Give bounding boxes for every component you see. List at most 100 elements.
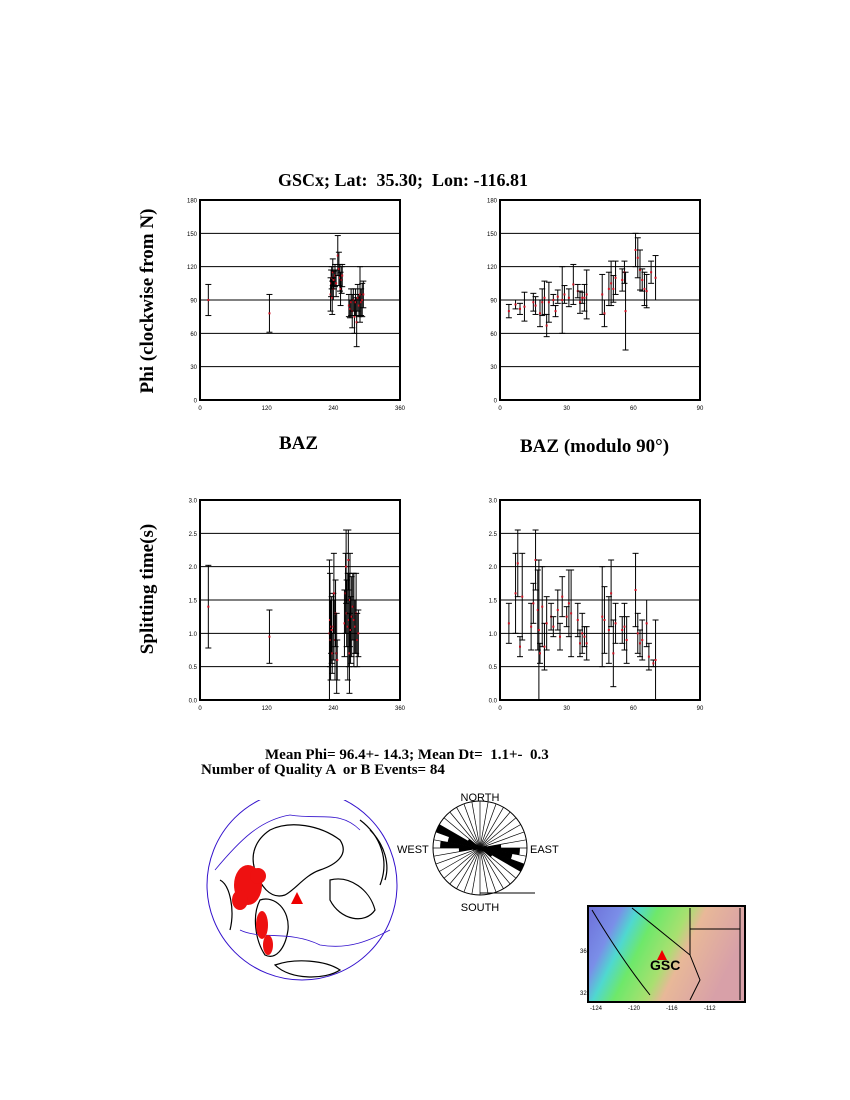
y-tick-label: 1.0: [189, 632, 198, 638]
globe-outline: [206, 800, 398, 981]
point-marker: [543, 645, 546, 648]
data-point: [601, 299, 608, 328]
rose-west-label: WEST: [397, 844, 429, 856]
rose-spoke: [435, 831, 481, 849]
point-marker: [207, 299, 210, 301]
data-point: [552, 305, 559, 318]
y-tick-label: 90: [190, 299, 197, 305]
y-tick-label: 120: [487, 265, 498, 271]
point-marker: [521, 595, 524, 598]
point-marker: [583, 296, 586, 299]
data-point: [334, 639, 341, 681]
data-point: [561, 285, 568, 304]
point-marker: [343, 622, 346, 625]
point-marker: [532, 301, 535, 304]
x-tick-label: 360: [395, 706, 406, 712]
station-marker-icon: [291, 892, 303, 904]
point-marker: [654, 276, 657, 279]
point-marker: [552, 625, 555, 628]
rose-east-label: EAST: [530, 844, 559, 856]
rose-spoke: [479, 847, 489, 895]
point-marker: [332, 279, 335, 281]
data-point: [643, 273, 650, 309]
data-point: [205, 564, 212, 649]
x-tick-label: 120: [262, 406, 273, 412]
data-point: [568, 569, 575, 658]
y-tick-label: 1.0: [489, 632, 498, 638]
point-marker: [329, 619, 331, 621]
point-marker: [636, 256, 639, 259]
y-tick-label: 0.5: [489, 665, 498, 671]
data-point: [652, 619, 659, 701]
data-point: [535, 559, 542, 701]
chart-phi_baz_mod90: 0 30 60 90 120 150 180 0 30 60 90: [487, 199, 704, 413]
x-tick-label: 240: [328, 706, 339, 712]
point-marker: [545, 324, 548, 327]
point-marker: [330, 629, 333, 631]
point-marker: [650, 271, 653, 274]
data-point: [601, 586, 608, 654]
data-point: [512, 299, 519, 310]
point-marker: [532, 602, 535, 605]
point-marker: [601, 293, 604, 296]
chart-dt_baz: 0.0 0.5 1.0 1.5 2.0 2.5 3.0 0 120 240 360: [189, 499, 406, 713]
rose-north-label: NORTH: [461, 792, 500, 804]
point-marker: [581, 296, 584, 299]
point-marker: [355, 321, 358, 324]
x-axis-label-baz-mod: BAZ (modulo 90°): [520, 436, 670, 457]
point-marker: [603, 312, 606, 315]
rose-wedge: [435, 824, 480, 848]
point-marker: [654, 659, 657, 661]
rose-spoke: [471, 847, 481, 895]
data-point: [565, 288, 572, 308]
point-marker: [561, 595, 564, 598]
data-point: [583, 626, 590, 661]
point-marker: [563, 293, 566, 296]
point-marker: [603, 619, 606, 621]
data-point: [359, 282, 366, 318]
y-tick-label: 1.5: [489, 599, 498, 605]
point-marker: [581, 632, 584, 635]
point-marker: [530, 625, 533, 628]
x-tick-label: 0: [498, 406, 502, 412]
rose-spoke: [456, 807, 481, 849]
point-marker: [347, 304, 350, 307]
point-marker: [643, 287, 646, 290]
data-point: [333, 269, 340, 298]
point-marker: [641, 639, 644, 641]
point-marker: [519, 645, 521, 648]
data-point: [599, 566, 606, 668]
point-marker: [556, 609, 559, 611]
point-marker: [652, 662, 655, 665]
point-marker: [348, 652, 351, 655]
point-marker: [339, 276, 341, 279]
point-marker: [207, 605, 210, 608]
point-marker: [329, 639, 332, 641]
y-tick-label: 2.0: [189, 565, 198, 571]
data-point: [643, 599, 650, 648]
point-marker: [645, 622, 648, 625]
point-marker: [354, 301, 357, 304]
y-tick-label: 90: [490, 299, 497, 305]
data-point: [505, 602, 512, 644]
rose-spoke: [479, 847, 521, 872]
rose-spoke: [443, 847, 481, 879]
point-marker: [612, 652, 615, 655]
point-marker: [354, 625, 356, 628]
data-point: [205, 283, 212, 317]
data-point: [577, 290, 583, 314]
point-marker: [357, 632, 360, 635]
x-tick-label: 0: [498, 706, 502, 712]
point-marker: [331, 296, 334, 299]
lon-tick: -120: [628, 1006, 641, 1012]
point-marker: [330, 282, 333, 285]
rose-spoke: [479, 803, 497, 849]
rose-spoke: [479, 831, 525, 849]
data-point: [355, 609, 362, 658]
point-marker: [552, 299, 555, 301]
station-label: GSC: [650, 957, 680, 973]
point-marker: [344, 592, 347, 595]
data-point: [338, 266, 345, 294]
point-marker: [340, 279, 343, 281]
